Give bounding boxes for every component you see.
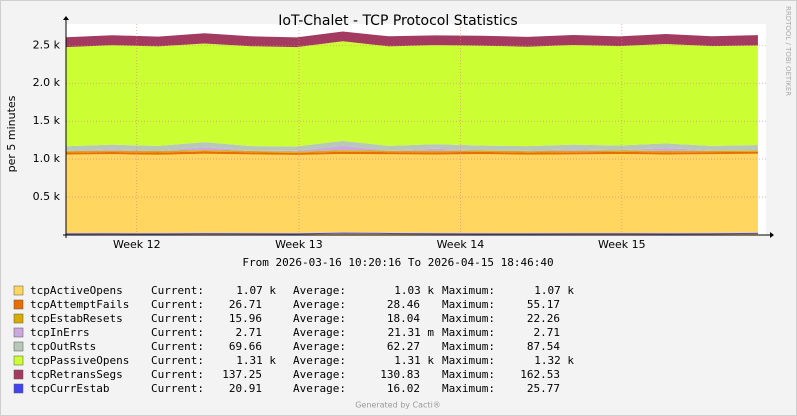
- y-tick-label: 1.0 k: [33, 152, 61, 165]
- x-arrow: [770, 232, 774, 238]
- axes: 0.5 k 1.0 k 1.5 k 2.0 k 2.5 k Week 12 Week 13 W…: [33, 16, 774, 251]
- stat-value: 2.71: [236, 326, 263, 339]
- x-tick-label: Week 13: [275, 238, 323, 251]
- stat-value: 1.32 k: [534, 354, 574, 367]
- stat-value: 130.83: [380, 368, 420, 381]
- y-tick-label: 2.5 k: [33, 38, 61, 51]
- stat-value: 1.31 k: [394, 354, 434, 367]
- stat-label: Current:: [151, 354, 204, 367]
- stat-value: 1.07 k: [534, 284, 574, 297]
- stat-label: Current:: [151, 382, 204, 395]
- legend-swatch: [13, 369, 24, 380]
- stat-label: Maximum:: [442, 298, 495, 311]
- stat-value: 16.02: [387, 382, 420, 395]
- stat-value: 55.17: [527, 298, 560, 311]
- stat-label: Average:: [293, 382, 346, 395]
- area: [66, 145, 758, 152]
- stat-label: Maximum:: [442, 382, 495, 395]
- stat-value: 15.96: [229, 312, 262, 325]
- x-tick-label: Week 12: [113, 238, 161, 251]
- stat-value: 162.53: [520, 368, 560, 381]
- legend-label: tcpOutRsts: [30, 340, 96, 353]
- stat-label: Average:: [293, 312, 346, 325]
- stat-value: 87.54: [527, 340, 560, 353]
- line: [65, 232, 758, 235]
- chart-title: IoT-Chalet - TCP Protocol Statistics: [278, 13, 517, 29]
- stat-label: Current:: [151, 312, 204, 325]
- legend-swatch: [13, 327, 24, 338]
- y-arrow: [63, 16, 69, 20]
- stat-label: Maximum:: [442, 340, 495, 353]
- stat-value: 1.03 k: [394, 284, 434, 297]
- legend-label: tcpAttemptFails: [30, 298, 129, 311]
- side-label: RRDTOOL / TOBI OETIKER: [784, 6, 792, 96]
- y-axis-label: per 5 minutes: [5, 95, 18, 172]
- area: [66, 153, 758, 235]
- legend: tcpActiveOpens Current: 1.07 k Average: 1.03…: [13, 284, 574, 395]
- x-tick-label: Week 14: [437, 238, 485, 251]
- stat-value: 26.71: [229, 298, 262, 311]
- y-tick-label: 2.0 k: [33, 76, 61, 89]
- legend-label: tcpRetransSegs: [30, 368, 123, 381]
- stat-value: 1.31 k: [236, 354, 276, 367]
- stat-label: Average:: [293, 368, 346, 381]
- legend-swatch: [13, 383, 24, 394]
- subtitle: From 2026-03-16 10:20:16 To 2026-04-15 1…: [242, 256, 553, 269]
- stat-value: 20.91: [229, 382, 262, 395]
- stat-value: 22.26: [527, 312, 560, 325]
- stat-label: Maximum:: [442, 284, 495, 297]
- stat-label: Current:: [151, 368, 204, 381]
- legend-swatch: [13, 299, 24, 310]
- area: [66, 41, 758, 147]
- stat-label: Current:: [151, 340, 204, 353]
- stat-label: Maximum:: [442, 368, 495, 381]
- stat-value: 18.04: [387, 312, 420, 325]
- stat-value: 21.31 m: [388, 326, 435, 339]
- y-tick-label: 1.5 k: [33, 114, 61, 127]
- legend-swatch: [13, 341, 24, 352]
- stat-value: 62.27: [387, 340, 420, 353]
- stat-value: 28.46: [387, 298, 420, 311]
- x-tick-label: Week 15: [598, 238, 646, 251]
- stat-label: Current:: [151, 298, 204, 311]
- stat-value: 69.66: [229, 340, 262, 353]
- area: [66, 151, 758, 155]
- stat-value: 2.71: [534, 326, 561, 339]
- area: [66, 150, 758, 153]
- stat-label: Maximum:: [442, 312, 495, 325]
- legend-label: tcpEstabResets: [30, 312, 123, 325]
- areas: [65, 31, 758, 235]
- stat-label: Average:: [293, 340, 346, 353]
- area: [66, 31, 758, 48]
- legend-label: tcpActiveOpens: [30, 284, 123, 297]
- legend-label: tcpInErrs: [30, 326, 90, 339]
- stat-label: Average:: [293, 326, 346, 339]
- stat-label: Maximum:: [442, 326, 495, 339]
- area: [66, 140, 758, 151]
- legend-label: tcpPassiveOpens: [30, 354, 129, 367]
- footer: Generated by Cacti®: [355, 401, 441, 410]
- y-tick-label: 0.5 k: [33, 190, 61, 203]
- stat-value: 25.77: [527, 382, 560, 395]
- legend-swatch: [13, 355, 24, 366]
- legend-swatch: [13, 285, 24, 296]
- stat-label: Average:: [293, 298, 346, 311]
- legend-swatch: [13, 313, 24, 324]
- stat-label: Current:: [151, 326, 204, 339]
- stat-label: Current:: [151, 284, 204, 297]
- stat-value: 1.07 k: [236, 284, 276, 297]
- stat-label: Average:: [293, 284, 346, 297]
- legend-label: tcpCurrEstab: [30, 382, 109, 395]
- stat-label: Maximum:: [442, 354, 495, 367]
- stat-value: 137.25: [222, 368, 262, 381]
- stat-label: Average:: [293, 354, 346, 367]
